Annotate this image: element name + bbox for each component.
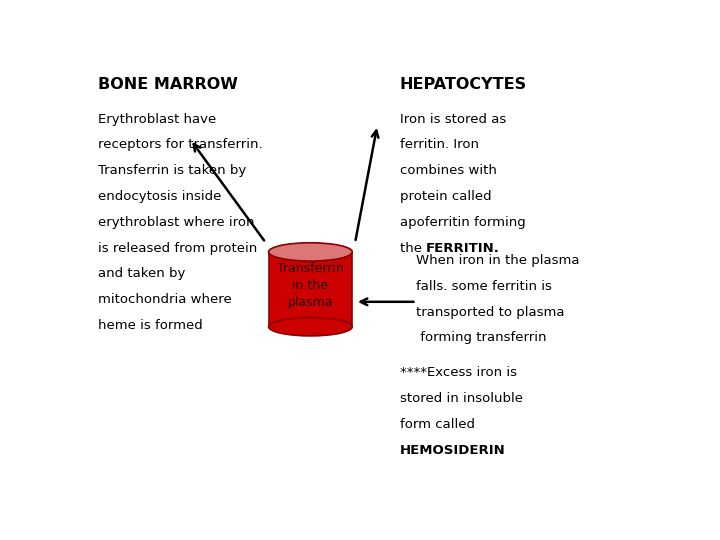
Text: apoferritin forming: apoferritin forming <box>400 216 526 229</box>
Text: protein called: protein called <box>400 190 491 203</box>
Text: Iron is stored as: Iron is stored as <box>400 113 506 126</box>
Text: form called: form called <box>400 418 474 431</box>
Text: falls. some ferritin is: falls. some ferritin is <box>416 280 552 293</box>
Text: ****Excess iron is: ****Excess iron is <box>400 366 517 379</box>
Text: FERRITIN.: FERRITIN. <box>426 241 499 254</box>
Text: HEMOSIDERIN: HEMOSIDERIN <box>400 443 505 457</box>
Text: When iron in the plasma: When iron in the plasma <box>416 254 580 267</box>
Text: forming transferrin: forming transferrin <box>416 332 547 345</box>
Text: receptors for transferrin.: receptors for transferrin. <box>99 138 263 151</box>
Ellipse shape <box>269 318 352 336</box>
Text: heme is formed: heme is formed <box>99 319 203 332</box>
Text: mitochondria where: mitochondria where <box>99 293 232 306</box>
Text: transported to plasma: transported to plasma <box>416 306 565 319</box>
Text: ferritin. Iron: ferritin. Iron <box>400 138 479 151</box>
Text: Transferrin is taken by: Transferrin is taken by <box>99 164 247 177</box>
Text: endocytosis inside: endocytosis inside <box>99 190 222 203</box>
Text: and taken by: and taken by <box>99 267 186 280</box>
Text: erythroblast where iron: erythroblast where iron <box>99 216 255 229</box>
Ellipse shape <box>269 243 352 261</box>
Text: Erythroblast have: Erythroblast have <box>99 113 217 126</box>
Text: stored in insoluble: stored in insoluble <box>400 392 523 405</box>
Text: BONE MARROW: BONE MARROW <box>99 77 238 92</box>
Bar <box>269 252 352 327</box>
Text: combines with: combines with <box>400 164 497 177</box>
Text: Transferrin
in the
plasma: Transferrin in the plasma <box>277 262 343 309</box>
Text: is released from protein: is released from protein <box>99 241 258 254</box>
Text: the: the <box>400 241 426 254</box>
Text: HEPATOCYTES: HEPATOCYTES <box>400 77 527 92</box>
